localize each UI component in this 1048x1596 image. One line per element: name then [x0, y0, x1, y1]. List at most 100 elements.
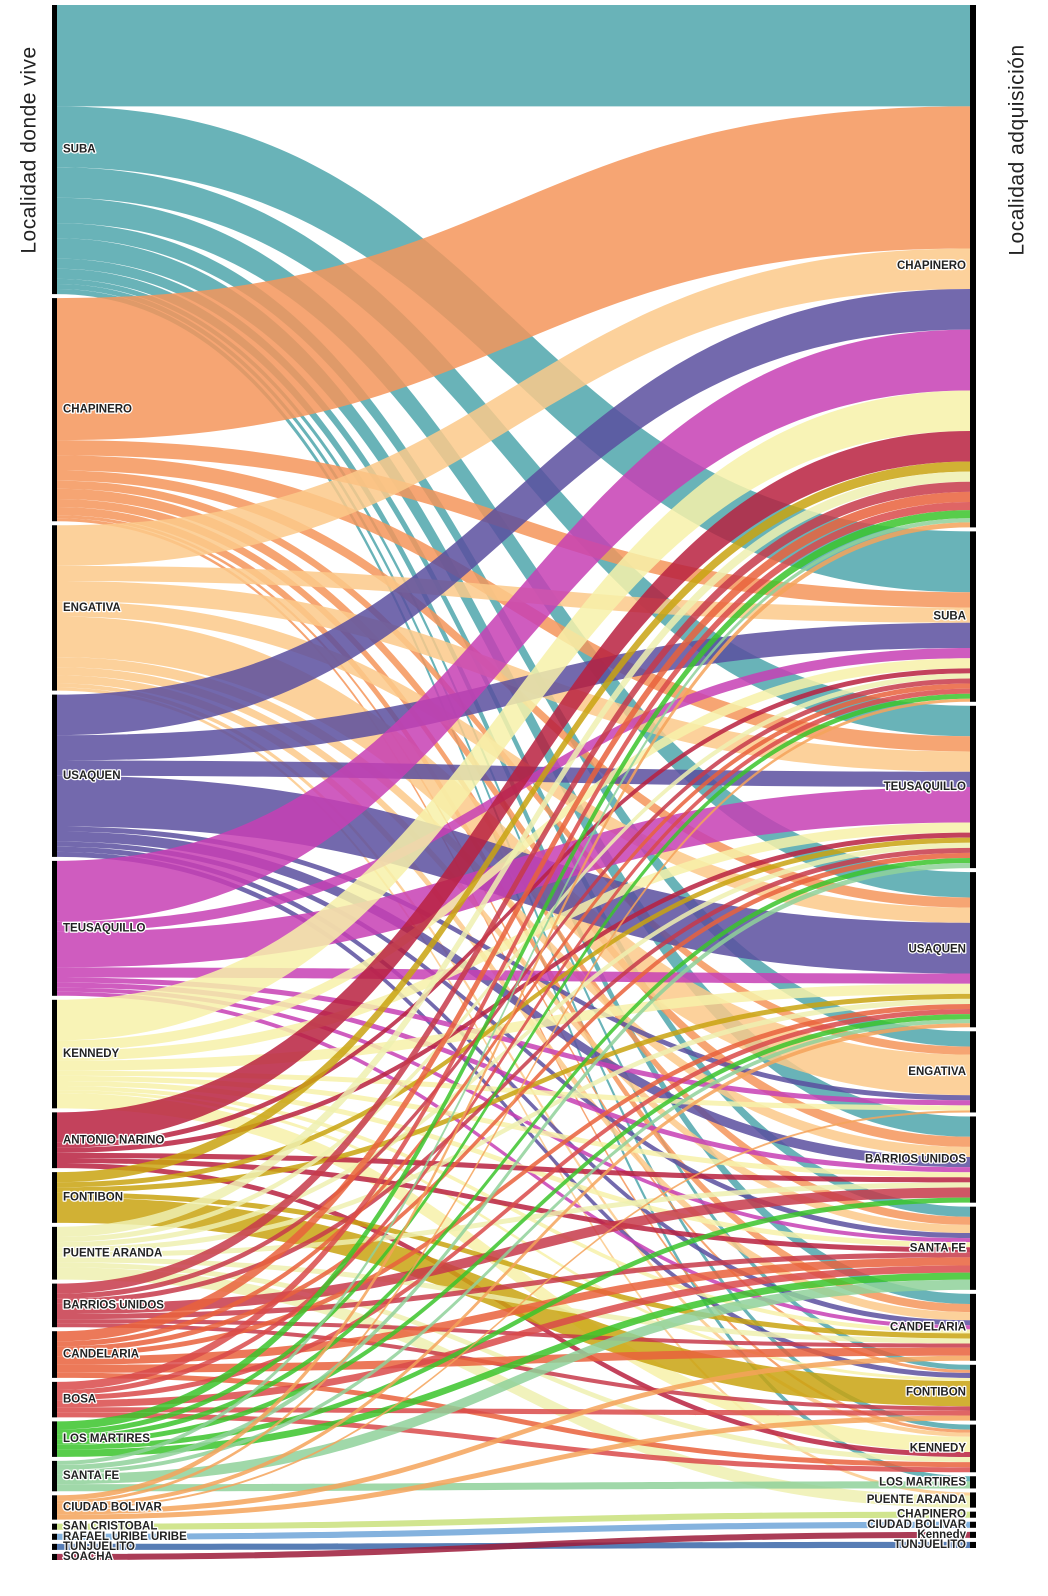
flow — [57, 197, 970, 898]
flow — [57, 1197, 970, 1450]
source-node — [52, 1460, 57, 1492]
flow — [57, 831, 970, 1168]
flow — [57, 622, 970, 761]
flow — [57, 1187, 970, 1315]
target-node — [970, 1116, 976, 1203]
right-axis-title: Localidad adquisición — [1006, 44, 1029, 255]
target-label: SANTA FE — [910, 1242, 967, 1254]
target-node — [970, 872, 976, 1028]
flow — [57, 1272, 970, 1457]
flow — [57, 1090, 970, 1382]
flow — [57, 846, 970, 1326]
target-node — [970, 1521, 976, 1528]
source-label: ENGATIVA — [63, 602, 121, 614]
target-label: CHAPINERO — [897, 260, 966, 272]
target-label: ENGATIVA — [908, 1066, 966, 1078]
target-node — [970, 1293, 976, 1361]
flow — [57, 167, 970, 737]
target-label: TEUSAQUILLO — [884, 781, 966, 793]
target-node — [970, 1541, 976, 1548]
target-label: PUENTE ARANDA — [867, 1494, 966, 1506]
flow — [57, 842, 970, 1248]
flow — [57, 1267, 970, 1508]
source-node — [52, 298, 57, 522]
target-node — [970, 1531, 976, 1538]
flow — [57, 329, 970, 922]
source-node — [52, 999, 57, 1109]
flow — [57, 518, 970, 1465]
source-node — [52, 1331, 57, 1378]
flow — [57, 693, 970, 1435]
left-axis-title: Localidad donde vive — [18, 46, 41, 253]
target-node — [970, 1424, 976, 1473]
flow — [57, 491, 970, 1342]
source-label: CANDELARIA — [63, 1349, 139, 1361]
source-label: ANTONIO NARINO — [63, 1134, 164, 1146]
flow — [57, 1019, 970, 1475]
flow — [57, 5, 970, 107]
target-label: FONTIBON — [906, 1387, 966, 1399]
flows — [57, 5, 970, 1560]
flow — [57, 106, 970, 593]
source-node — [52, 1533, 57, 1540]
flow — [57, 678, 970, 1299]
flow — [57, 1023, 970, 1508]
target-node — [970, 1364, 976, 1421]
target-label: TUNJUELITO — [894, 1539, 966, 1551]
source-label: CHAPINERO — [63, 404, 132, 416]
flow — [57, 510, 970, 1430]
target-label: CHAPINERO — [897, 1509, 966, 1521]
flow — [57, 1412, 970, 1473]
source-label: BOSA — [63, 1394, 96, 1406]
flow — [57, 1481, 970, 1492]
flow — [57, 1257, 970, 1344]
flow — [57, 1110, 970, 1510]
source-node — [52, 1172, 57, 1223]
flow — [57, 431, 970, 1143]
flow — [57, 1252, 970, 1320]
flow — [57, 688, 970, 1396]
flow — [57, 993, 970, 1193]
target-node — [970, 1492, 976, 1508]
target-label: BARRIOS UNIDOS — [865, 1154, 966, 1166]
source-label: SAN CRISTOBAL — [63, 1521, 157, 1533]
source-label: CIUDAD BOLIVAR — [63, 1502, 163, 1514]
source-node — [52, 1226, 57, 1280]
source-label: TEUSAQUILLO — [63, 922, 145, 934]
source-node — [52, 1421, 57, 1457]
flow — [57, 390, 970, 1041]
flow — [57, 683, 970, 1437]
source-label: USAQUEN — [63, 770, 121, 782]
flow — [57, 1009, 970, 1401]
flow — [57, 998, 970, 1253]
source-node — [52, 694, 57, 857]
source-label: FONTIBON — [63, 1192, 123, 1204]
flow — [57, 991, 970, 1330]
source-label: SOACHA — [63, 1551, 113, 1563]
flow — [57, 106, 970, 441]
source-node — [52, 1381, 57, 1418]
flow — [57, 673, 970, 1243]
source-label: LOS MARTIRES — [63, 1433, 150, 1445]
flow — [57, 822, 970, 1061]
target-node — [970, 5, 976, 528]
flow — [57, 1521, 970, 1540]
flow — [57, 581, 970, 772]
target-label: SUBA — [933, 611, 966, 623]
flow — [57, 1347, 970, 1373]
flow — [57, 1511, 970, 1530]
flow — [57, 1531, 970, 1560]
target-label: KENNEDY — [910, 1442, 967, 1454]
source-node — [52, 5, 57, 295]
flow — [57, 1257, 970, 1365]
flow — [57, 522, 970, 1501]
flow — [57, 1415, 970, 1520]
target-label: CANDELARIA — [890, 1321, 966, 1333]
flow — [57, 698, 970, 1504]
flow — [57, 786, 970, 968]
source-node — [52, 525, 57, 691]
source-label: KENNEDY — [63, 1048, 120, 1060]
flow — [57, 1003, 970, 1357]
source-node — [52, 1112, 57, 1169]
